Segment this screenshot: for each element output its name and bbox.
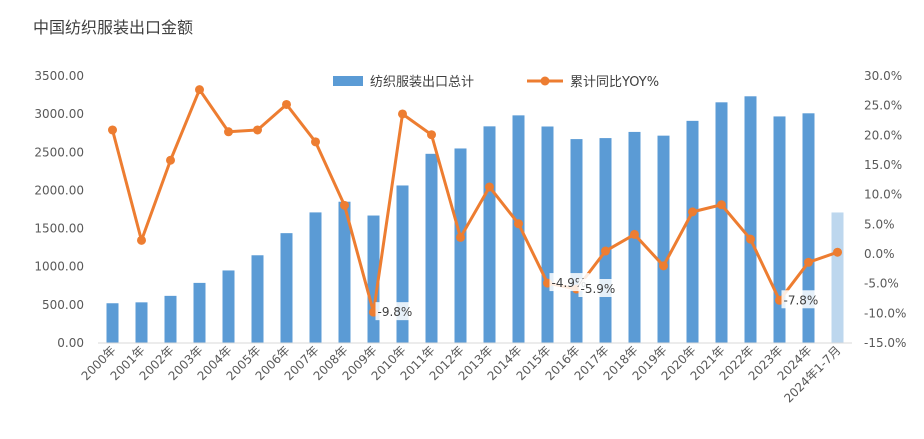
bar: [193, 282, 206, 343]
bar-series: [106, 96, 844, 344]
y-right-tick-label: 15.0%: [864, 158, 902, 172]
line-point: [746, 234, 755, 244]
y-right-tick-label: -5.0%: [864, 277, 899, 291]
data-label: -5.9%: [581, 282, 616, 296]
y-axis-right: -15.0% -10.0% -5.0% 0.0% 5.0% 10.0% 15.0% 20.0%…: [864, 69, 906, 350]
bar: [106, 303, 119, 343]
data-label: -7.8%: [784, 293, 819, 307]
bar: [164, 295, 177, 343]
y-right-tick-label: 0.0%: [864, 247, 895, 261]
bar: [135, 302, 148, 343]
y-right-tick-label: -15.0%: [864, 336, 906, 350]
bar: [802, 113, 815, 343]
legend-bar-label: 纺织服装出口总计: [370, 75, 474, 90]
y-right-tick-label: 5.0%: [864, 217, 895, 231]
bar: [338, 201, 351, 343]
y-left-tick-label: 1500.00: [34, 222, 84, 236]
bar: [454, 148, 467, 343]
bar: [657, 135, 670, 343]
bar: [744, 96, 757, 344]
bar: [512, 115, 525, 343]
legend-bar-swatch: [333, 76, 363, 86]
y-right-tick-label: 30.0%: [864, 69, 902, 83]
data-label: -4.9%: [552, 276, 587, 290]
bar: [280, 233, 293, 343]
y-right-tick-label: 20.0%: [864, 128, 902, 142]
data-label-bg: [578, 279, 619, 298]
data-label-bg: [781, 290, 822, 309]
y-right-tick-label: 10.0%: [864, 188, 902, 202]
line-point: [688, 207, 697, 217]
y-right-tick-label: -10.0%: [864, 306, 906, 320]
line-point: [485, 182, 494, 192]
bar: [831, 212, 844, 343]
data-label-bg: [375, 302, 416, 321]
line-point: [224, 127, 233, 137]
bar: [686, 120, 699, 343]
y-left-tick-label: 1000.00: [34, 260, 84, 274]
line-point: [137, 235, 146, 245]
bar: [251, 255, 264, 343]
line-point: [166, 155, 175, 165]
line-point: [456, 232, 465, 242]
bar: [222, 270, 235, 343]
bar: [309, 212, 322, 343]
chart-title: 中国纺织服装出口金额: [33, 18, 194, 37]
line-point: [195, 85, 204, 95]
legend-line-marker: [540, 76, 550, 86]
line-point: [833, 247, 842, 257]
line-point: [108, 125, 117, 135]
bar: [599, 138, 612, 343]
y-left-tick-label: 500.00: [42, 298, 84, 312]
legend: 纺织服装出口总计 累计同比YOY%: [333, 75, 659, 90]
y-left-tick-label: 3000.00: [34, 107, 84, 121]
y-left-tick-label: 3500.00: [34, 69, 84, 83]
data-label: -9.8%: [378, 305, 413, 319]
line-point: [282, 99, 291, 109]
x-axis: 2000年2001年2002年2003年2004年2005年2006年2007年…: [79, 342, 852, 406]
line-point: [340, 200, 349, 210]
line-point: [253, 125, 262, 135]
yoy-line: [111, 88, 838, 314]
line-point: [717, 200, 726, 210]
line-point: [630, 229, 639, 239]
bar: [715, 102, 728, 343]
bar: [425, 153, 438, 343]
line-point: [659, 261, 668, 271]
bar: [773, 116, 786, 343]
y-axis-left: 0.00 500.00 1000.00 1500.00 2000.00 2500.00 30…: [34, 69, 84, 350]
y-left-tick-label: 2000.00: [34, 183, 84, 197]
bar: [483, 126, 496, 343]
line-point: [601, 246, 610, 256]
line-point: [804, 257, 813, 267]
line-point: [514, 219, 523, 229]
line-point: [427, 130, 436, 140]
data-labels: -9.8% -4.9%-5.9% -7.8%: [375, 273, 822, 321]
bar: [541, 126, 554, 343]
line-point: [398, 109, 407, 119]
y-right-tick-label: 25.0%: [864, 99, 902, 113]
legend-line-label: 累计同比YOY%: [570, 75, 659, 90]
line-point: [311, 137, 320, 147]
y-left-tick-label: 2500.00: [34, 145, 84, 159]
line-series: [108, 85, 842, 317]
bar: [570, 139, 583, 343]
y-left-tick-label: 0.00: [57, 336, 84, 350]
